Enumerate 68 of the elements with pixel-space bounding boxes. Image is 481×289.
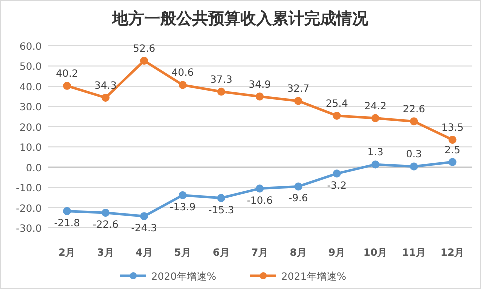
data-label: -21.8 — [54, 218, 80, 230]
point — [63, 207, 72, 216]
y-tick-label: 60.0 — [20, 42, 42, 53]
point — [102, 209, 110, 218]
data-label: 40.2 — [56, 69, 78, 80]
x-tick-label: 9月 — [328, 248, 346, 259]
point — [448, 158, 457, 166]
point — [140, 212, 148, 220]
legend-label: 2020年增速% — [152, 271, 216, 283]
point — [178, 81, 187, 90]
point — [410, 118, 418, 126]
data-label: 34.9 — [248, 80, 272, 91]
data-label: 37.3 — [210, 74, 233, 86]
legend-label: 2021年增速% — [282, 271, 346, 283]
y-tick-label: 30.0 — [20, 102, 42, 114]
y-tick-label: 0.0 — [26, 163, 42, 174]
data-label: 34.3 — [94, 80, 117, 92]
data-label: 24.2 — [364, 101, 387, 112]
x-tick-label: 2月 — [58, 248, 76, 259]
point — [448, 136, 457, 144]
x-tick-label: 12月 — [440, 248, 465, 259]
data-label: 32.7 — [287, 84, 310, 96]
x-tick-label: 11月 — [402, 248, 426, 259]
point — [372, 114, 380, 122]
data-label: 13.5 — [442, 123, 464, 134]
point — [256, 92, 264, 101]
point — [256, 184, 264, 193]
x-tick-label: 7月 — [252, 248, 268, 259]
x-tick-label: 4月 — [136, 248, 153, 259]
y-tick-label: 10.0 — [20, 143, 42, 154]
data-label: 22.6 — [403, 104, 426, 116]
data-label: -9.6 — [288, 194, 308, 205]
point — [140, 56, 148, 65]
y-tick-label: 20.0 — [20, 122, 42, 134]
point — [63, 82, 72, 90]
data-label: -3.2 — [327, 180, 347, 192]
x-tick-label: 3月 — [97, 248, 114, 259]
point — [294, 97, 303, 106]
point — [217, 88, 226, 96]
x-tick-label: 6月 — [212, 248, 230, 259]
data-label: -15.3 — [208, 205, 234, 216]
point — [372, 160, 380, 169]
data-label: 25.4 — [326, 98, 348, 110]
y-tick-label: -10.0 — [16, 184, 42, 195]
data-label: 2.5 — [444, 145, 461, 156]
y-tick-label: 50.0 — [20, 62, 42, 74]
y-tick-label: -30.0 — [16, 224, 42, 235]
data-label: 52.6 — [133, 44, 156, 55]
y-tick-label: -20.0 — [16, 204, 42, 215]
point — [333, 170, 342, 178]
chart-title: 地方一般公共预算收入累计完成情况 — [112, 9, 370, 28]
point — [178, 191, 187, 200]
data-label: -24.3 — [131, 223, 158, 234]
data-label: -22.6 — [92, 220, 119, 232]
point — [410, 162, 418, 171]
point — [294, 182, 303, 191]
data-label: -13.9 — [170, 202, 196, 214]
point — [217, 194, 226, 202]
x-tick-label: 8月 — [290, 248, 308, 259]
data-label: -10.6 — [247, 196, 273, 207]
x-tick-label: 5月 — [174, 248, 192, 259]
point — [102, 94, 110, 102]
x-tick-label: 10月 — [364, 248, 388, 259]
y-tick-label: 40.0 — [20, 82, 42, 94]
point — [333, 112, 342, 120]
data-label: 1.3 — [368, 148, 384, 159]
data-label: 40.6 — [172, 68, 194, 80]
data-label: 0.3 — [406, 150, 422, 161]
